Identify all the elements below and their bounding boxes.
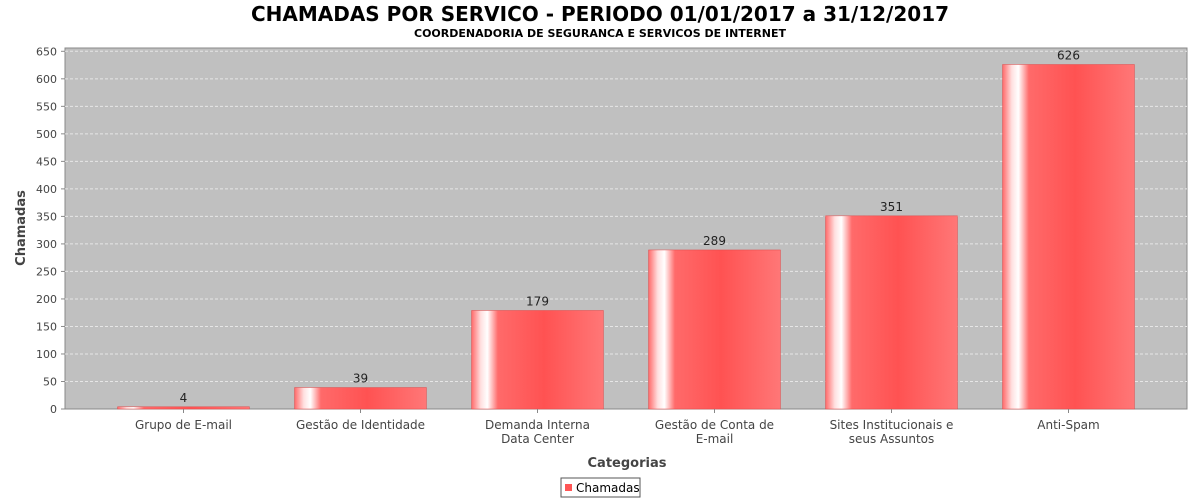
data-label: 39 xyxy=(353,372,368,386)
y-tick-label: 50 xyxy=(43,375,57,388)
y-tick-label: 0 xyxy=(50,403,57,416)
y-tick-label: 400 xyxy=(36,183,57,196)
bar xyxy=(1002,64,1135,410)
legend: Chamadas xyxy=(560,477,641,498)
y-tick-label: 200 xyxy=(36,293,57,306)
grid-lines xyxy=(65,50,1187,382)
y-tick-label: 350 xyxy=(36,210,57,223)
data-label: 289 xyxy=(703,234,726,248)
x-axis: Grupo de E-mail Gestão de Identidade Deman… xyxy=(135,409,1100,446)
legend-swatch xyxy=(565,484,572,491)
bar xyxy=(825,215,958,410)
chart-subtitle: COORDENADORIA DE SEGURANCA E SERVICOS DE… xyxy=(414,27,786,40)
y-tick-label: 150 xyxy=(36,320,57,333)
y-axis: 0 50 100 150 200 250 300 350 400 450 500 550 600 650 xyxy=(36,45,65,416)
y-tick-label: 500 xyxy=(36,128,57,141)
legend-label: Chamadas xyxy=(576,481,640,495)
legend-box xyxy=(560,477,641,498)
data-label: 4 xyxy=(180,391,188,405)
y-tick-label: 100 xyxy=(36,348,57,361)
chart-title: CHAMADAS POR SERVICO - PERIODO 01/01/201… xyxy=(251,2,949,26)
plot-area xyxy=(64,47,1188,410)
data-label: 626 xyxy=(1057,49,1080,63)
y-tick-label: 550 xyxy=(36,100,57,113)
y-tick-label: 250 xyxy=(36,265,57,278)
x-tick-label: E-mail xyxy=(696,432,734,446)
data-label: 351 xyxy=(880,200,903,214)
bar xyxy=(117,406,250,410)
x-tick-label: Sites Institucionais e xyxy=(830,418,954,432)
bar xyxy=(648,249,781,410)
y-tick-label: 300 xyxy=(36,238,57,251)
x-tick-label: Grupo de E-mail xyxy=(135,418,232,432)
bars: 4 39 179 289 351 626 xyxy=(117,49,1135,410)
bar xyxy=(471,310,604,410)
x-tick-label: Data Center xyxy=(501,432,574,446)
y-tick-label: 600 xyxy=(36,73,57,86)
x-tick-label: seus Assuntos xyxy=(849,432,935,446)
y-axis-title: Chamadas xyxy=(14,190,29,266)
x-tick-label: Gestão de Identidade xyxy=(296,418,425,432)
x-tick-label: Demanda Interna xyxy=(485,418,590,432)
y-tick-label: 650 xyxy=(36,45,57,58)
bar xyxy=(294,387,427,410)
data-label: 179 xyxy=(526,294,549,308)
y-tick-label: 450 xyxy=(36,155,57,168)
x-axis-title: Categorias xyxy=(588,456,667,471)
x-tick-label: Anti-Spam xyxy=(1037,418,1099,432)
x-tick-label: Gestão de Conta de xyxy=(655,418,774,432)
